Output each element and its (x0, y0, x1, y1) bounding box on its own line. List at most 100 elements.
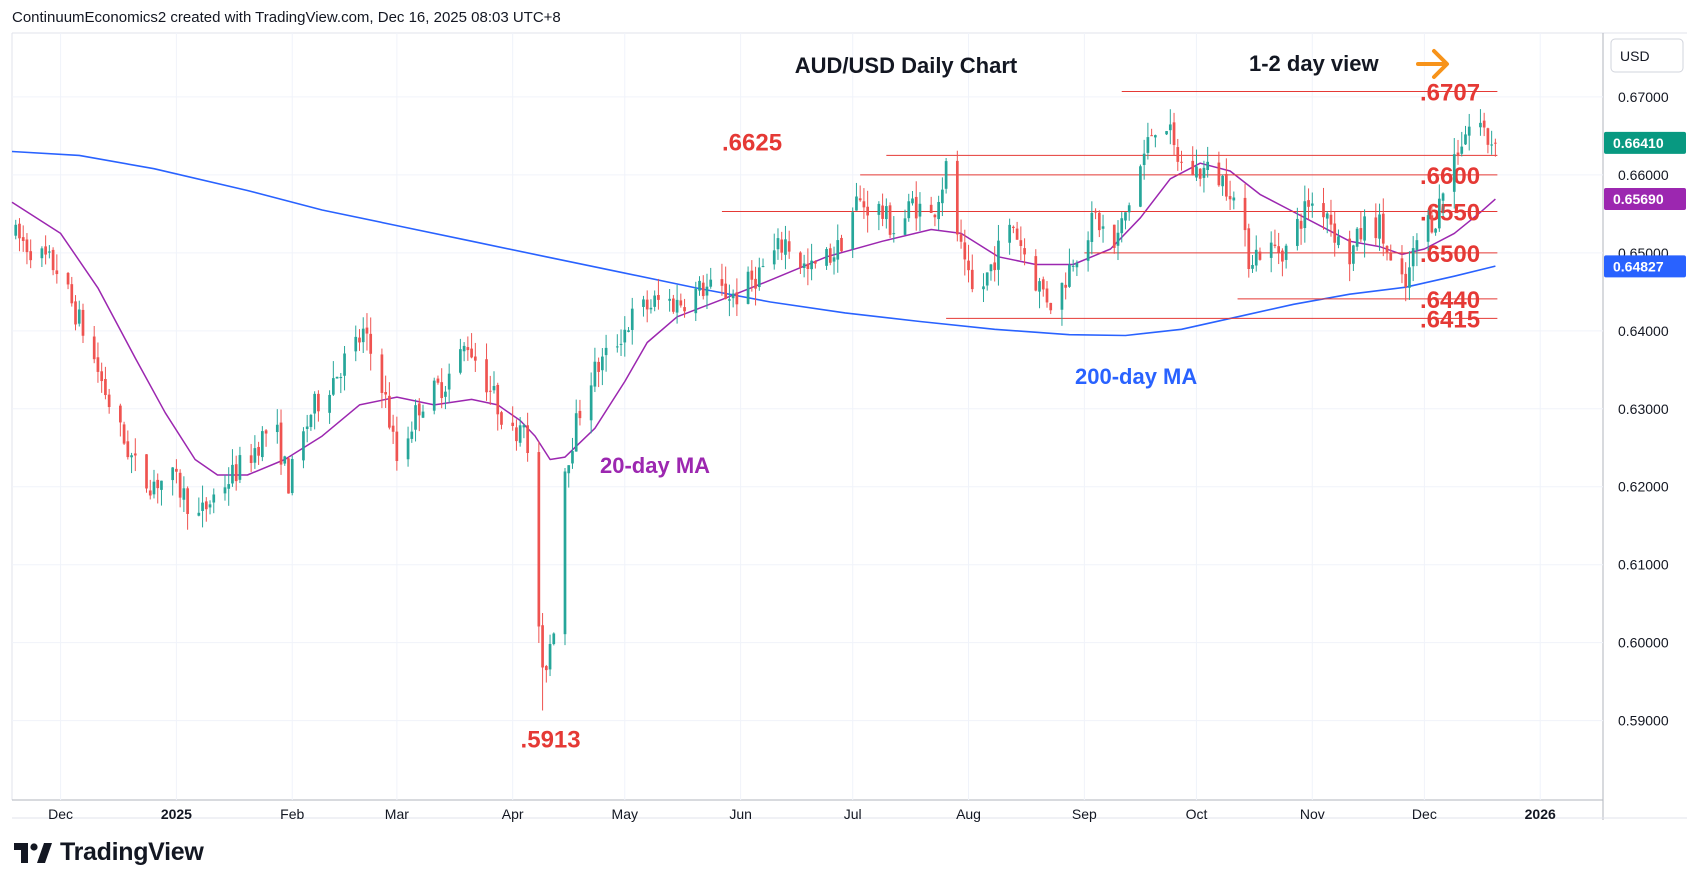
level-label: .6415 (1420, 306, 1480, 333)
candle (1090, 201, 1094, 255)
candle-body (604, 347, 608, 356)
candle-body (750, 270, 754, 280)
candle-body (1243, 197, 1247, 231)
candle (1023, 238, 1026, 266)
candle (410, 421, 414, 443)
candle-body (1176, 147, 1180, 162)
candle (597, 357, 600, 388)
candle-body (354, 336, 358, 352)
tradingview-logo[interactable]: TradingView (14, 838, 204, 867)
candle (466, 336, 470, 361)
y-axis: 0.670000.660000.650000.640000.630000.620… (1610, 38, 1684, 729)
candle-body (414, 405, 417, 430)
candle-body (1284, 245, 1288, 260)
candle-body (1310, 203, 1314, 206)
candle (485, 343, 488, 401)
candle (417, 398, 421, 432)
candle (186, 486, 189, 530)
candle-body (1441, 193, 1445, 201)
candle-body (1225, 173, 1228, 197)
candle (21, 225, 25, 252)
candle (933, 213, 937, 227)
y-tick-label: 0.59000 (1618, 713, 1669, 729)
candle-body (1228, 196, 1232, 200)
candle-body (100, 371, 104, 382)
candle (175, 459, 178, 484)
candle (257, 441, 260, 465)
candle (358, 329, 361, 351)
price-badge-bg (1604, 131, 1686, 154)
candle-body (1008, 224, 1011, 243)
candle (48, 245, 51, 259)
candle-body (1094, 210, 1097, 213)
candle (231, 449, 234, 487)
candle (1038, 277, 1041, 309)
candle-body (436, 378, 440, 383)
candle (234, 455, 238, 491)
candle (1389, 244, 1393, 261)
candle-body (1269, 242, 1273, 258)
ma20-label: 20-day MA (600, 453, 710, 478)
candle-body (369, 333, 373, 354)
candle (619, 329, 623, 357)
x-tick-label: Jul (844, 806, 862, 822)
candle (380, 348, 384, 409)
y-tick-label: 0.60000 (1618, 635, 1669, 651)
x-tick-label: Sep (1072, 806, 1097, 822)
candle-body (1232, 197, 1236, 201)
candle (459, 338, 462, 375)
candle (840, 234, 843, 252)
candle-body (944, 161, 948, 189)
candle (361, 317, 365, 353)
candle (317, 390, 320, 422)
candle-body (993, 262, 997, 271)
candle (1060, 282, 1064, 326)
candle-body (466, 347, 470, 351)
candle-body (1322, 203, 1325, 218)
candle-body (1097, 212, 1101, 231)
x-axis: Dec 2025 Feb Mar Apr May Jun Jul Aug Sep Oct Nov Dec… (48, 806, 1556, 822)
candle-body (552, 633, 556, 645)
candle (836, 224, 840, 273)
candle-body (780, 239, 784, 253)
candle (369, 317, 373, 371)
candle-body (997, 240, 1000, 270)
candle (55, 254, 59, 284)
x-tick-label: 2026 (1525, 806, 1556, 822)
candle (903, 209, 907, 236)
candle (1494, 138, 1497, 157)
candle-body (548, 644, 552, 670)
y-tick-label: 0.61000 (1618, 557, 1669, 573)
candle (799, 251, 802, 275)
x-tick-label: Mar (385, 806, 409, 822)
candle-body (1247, 228, 1251, 269)
candle (888, 202, 892, 239)
candle (544, 664, 548, 683)
candle (1198, 168, 1202, 187)
currency-label: USD (1620, 48, 1650, 64)
level-label: .6707 (1420, 79, 1480, 106)
x-tick-label: Jun (729, 806, 752, 822)
candle-body (784, 239, 787, 255)
candle-body (1045, 288, 1049, 303)
candle (1015, 221, 1019, 240)
candle (511, 406, 515, 431)
candle (1086, 231, 1090, 272)
chart-attribution: ContinuumEconomics2 created with Trading… (12, 9, 561, 26)
candle-body (81, 309, 85, 336)
chart-grid (11, 32, 1687, 820)
candle-body (653, 295, 657, 307)
candle-body (1112, 224, 1116, 248)
candle (388, 382, 391, 430)
candle (728, 284, 731, 317)
candle (145, 454, 148, 493)
candle-body (444, 391, 447, 397)
candle-body (182, 488, 186, 500)
candle-body (1127, 205, 1131, 213)
ma20-layer (11, 162, 1496, 476)
chart-annotations: AUD/USD Daily Chart 1-2 day view .5913 20-d… (521, 49, 1449, 753)
candle-body (1400, 258, 1404, 275)
candle (1254, 235, 1258, 272)
candle (1045, 281, 1049, 308)
candle (264, 429, 268, 447)
